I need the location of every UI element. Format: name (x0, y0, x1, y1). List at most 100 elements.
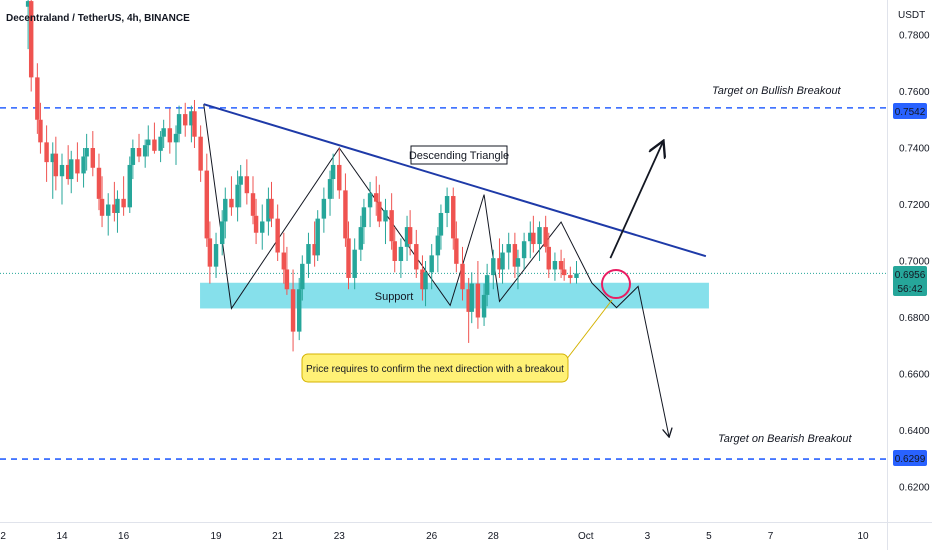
price-axis[interactable]: 0.7800 0.7600 0.7400 0.7200 0.7000 0.6800 0.66… (899, 31, 930, 494)
candle-body (500, 252, 505, 270)
candle (521, 232, 527, 270)
candle (99, 176, 105, 228)
candle (568, 266, 573, 284)
candle-body (512, 244, 518, 267)
candle-body (81, 156, 86, 174)
candle-body (142, 145, 148, 157)
candle (361, 198, 367, 245)
candle-body (250, 193, 256, 216)
candle (435, 227, 441, 273)
candle-body (59, 164, 65, 177)
candle-body (161, 128, 166, 137)
candle-body (398, 246, 404, 261)
candle-body (35, 77, 40, 120)
time-tick-label: 19 (210, 531, 222, 542)
candle-body (346, 238, 351, 278)
candle (121, 176, 126, 216)
time-tick-label: 26 (426, 531, 438, 542)
candle-body (361, 207, 367, 228)
candle-body (300, 263, 305, 290)
candle (438, 204, 444, 250)
candle (275, 204, 280, 261)
candle-body (546, 246, 551, 270)
candle-body (466, 289, 471, 312)
current-price-badge (893, 266, 927, 296)
candle-body (558, 261, 564, 270)
candle-body (330, 164, 336, 180)
candle (50, 142, 55, 199)
candle (250, 176, 256, 225)
candle (327, 170, 333, 216)
candle-body (420, 269, 425, 290)
candle (136, 133, 142, 163)
candle (81, 148, 86, 188)
candle (152, 122, 157, 154)
candle-body (552, 261, 558, 270)
candle-body (75, 159, 80, 174)
time-tick-label: 23 (334, 531, 346, 542)
candle-body (506, 244, 511, 253)
candle-body (136, 148, 142, 157)
candle-body (146, 139, 151, 146)
candle-body (50, 153, 55, 163)
candle (44, 125, 49, 182)
candle (515, 249, 521, 290)
candle-body (475, 283, 481, 318)
candle-body (383, 210, 388, 222)
candle-body (521, 241, 527, 259)
time-tick-label: 21 (272, 531, 284, 542)
candle (167, 108, 173, 154)
candle (321, 187, 327, 233)
candle-body (130, 148, 136, 165)
candle-body (275, 218, 280, 253)
candle-body (173, 133, 179, 143)
candle-body (306, 244, 311, 264)
candle-body (28, 1, 34, 78)
candle (105, 193, 111, 236)
candle-body (451, 196, 456, 239)
candle-body (84, 148, 89, 157)
time-tick-label: 16 (118, 531, 130, 542)
candle (115, 190, 120, 233)
candle-body (497, 258, 502, 270)
candle-body (389, 210, 394, 242)
time-tick-label: 3 (645, 531, 651, 542)
price-tick-label: 0.7000 (899, 257, 930, 268)
candle (300, 255, 305, 301)
candle (561, 258, 567, 281)
support-label: Support (375, 291, 414, 303)
candle (189, 105, 194, 143)
candle (90, 131, 96, 177)
candle-body (269, 198, 274, 219)
time-tick-label: 12 (0, 531, 6, 542)
bearish-target-badge (893, 450, 927, 466)
candle-body (528, 232, 533, 242)
candle-body (407, 227, 413, 245)
candle (183, 102, 188, 137)
candle (398, 238, 404, 278)
candle-body (90, 148, 96, 168)
candle (469, 272, 474, 324)
price-tick-label: 0.6800 (899, 313, 930, 324)
time-axis[interactable]: 12 14 16 19 21 23 26 28 Oct 3 5 7 10 (0, 531, 869, 542)
bullish-target-label: Target on Bullish Breakout (712, 85, 842, 97)
candle (269, 181, 274, 228)
zigzag-pattern-layer (203, 104, 593, 310)
bearish-target-badge-text: 0.6299 (895, 454, 926, 465)
triangle-label-box (410, 145, 508, 165)
candle-body (115, 198, 120, 213)
bearish-target-label: Target on Bearish Breakout (718, 433, 852, 445)
candle (53, 136, 59, 191)
candle (444, 187, 450, 228)
candle-body (176, 114, 182, 134)
candle-body (167, 128, 173, 143)
candle (38, 102, 43, 154)
candle-body (515, 258, 521, 267)
candle-body (574, 273, 579, 278)
price-tick-label: 0.6600 (899, 370, 930, 381)
candle-body (38, 119, 43, 143)
candle-body (297, 289, 302, 332)
candle-body (183, 114, 188, 126)
candle-body (284, 269, 290, 290)
